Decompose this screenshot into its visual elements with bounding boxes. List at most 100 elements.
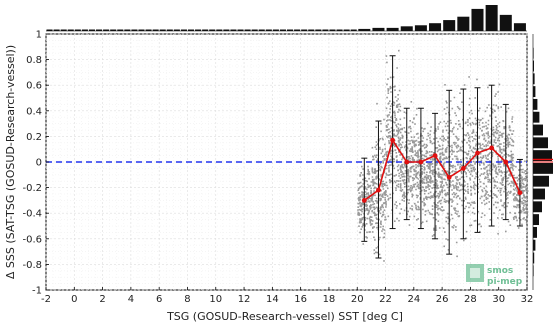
right-hist-bar — [533, 47, 534, 59]
x-tick-label: 14 — [266, 294, 279, 305]
x-tick-label: 4 — [128, 294, 134, 305]
error-bars — [361, 55, 523, 259]
y-tick-label: 0.4 — [26, 106, 42, 117]
mean-point — [460, 166, 466, 171]
top-hist-bar-empty — [53, 29, 60, 31]
mean-point — [475, 150, 480, 156]
top-hist-bar-empty — [74, 29, 81, 31]
top-hist-bar-empty — [350, 29, 357, 31]
top-hist-bar-empty — [336, 29, 343, 31]
top-hist-bar-empty — [117, 29, 124, 31]
x-tick-label: 24 — [407, 294, 420, 305]
mean-line — [363, 138, 521, 202]
smos-pimep-logo: smos pi-mep — [466, 264, 523, 287]
top-hist-bar-empty — [138, 29, 145, 31]
y-tick-label: 0.2 — [26, 132, 42, 143]
top-hist-bar-empty — [131, 29, 138, 31]
right-hist-bar — [533, 60, 534, 72]
top-histogram — [46, 5, 527, 32]
x-tick-label: 16 — [294, 294, 307, 305]
mean-point — [418, 159, 424, 165]
mean-point — [432, 153, 438, 159]
x-tick-label: 28 — [464, 294, 477, 305]
top-hist-bar-empty — [166, 29, 173, 31]
y-tick-label: -0.6 — [22, 234, 42, 245]
mean-point — [404, 159, 410, 165]
top-hist-bar-empty — [329, 29, 336, 31]
x-tick-label: -2 — [41, 294, 51, 305]
logo-line1: smos — [487, 266, 513, 276]
top-hist-bar-empty — [301, 29, 308, 31]
top-hist-bar-empty — [67, 29, 74, 31]
top-hist-bar-empty — [173, 29, 180, 31]
top-hist-bar-empty — [81, 29, 88, 31]
mean-point — [517, 190, 523, 196]
top-hist-bar-empty — [279, 29, 286, 31]
top-hist-bar-empty — [145, 29, 152, 31]
y-axis-label: Δ SSS (SAT-TSG (GOSUD-Research-vessel)) — [4, 45, 17, 279]
y-tick-label: -0.8 — [22, 260, 42, 271]
y-tick-label: -0.2 — [22, 183, 42, 194]
tick-labels: -2 0 2 4 6 8 10 12 14 16 18 20 22 24 26 28 30 32-1-0.8-0.… — [22, 30, 533, 306]
top-hist-bar-empty — [265, 29, 272, 31]
top-hist-bar-empty — [195, 29, 202, 31]
top-hist-bar — [386, 27, 399, 31]
mean-point — [503, 159, 509, 165]
top-hist-bar-empty — [209, 29, 216, 31]
right-hist-bar — [533, 226, 537, 238]
x-tick-label: 12 — [238, 294, 251, 305]
top-hist-bar-empty — [152, 29, 159, 31]
right-hist-bar — [533, 73, 535, 85]
right-hist-bar — [533, 214, 539, 226]
top-hist-bar-empty — [343, 29, 350, 31]
right-histogram — [532, 34, 553, 290]
top-hist-bar — [443, 20, 456, 31]
top-hist-bar-empty — [287, 29, 294, 31]
right-hist-bar — [533, 201, 542, 213]
mean-point — [390, 137, 396, 143]
top-hist-bar-empty — [110, 29, 117, 31]
top-hist-bar — [485, 5, 498, 31]
top-hist-bar-empty — [294, 29, 301, 31]
top-hist-bar-empty — [308, 29, 315, 31]
top-hist-bar-empty — [258, 29, 265, 31]
top-hist-bar-empty — [180, 29, 187, 31]
x-tick-label: 18 — [323, 294, 336, 305]
top-hist-bar — [457, 16, 470, 31]
y-tick-label: 0.8 — [26, 55, 42, 66]
top-hist-bar-empty — [230, 29, 237, 31]
top-hist-bar — [499, 14, 512, 31]
top-hist-bar — [372, 27, 385, 31]
x-tick-label: 32 — [521, 294, 534, 305]
top-hist-bar — [429, 23, 442, 31]
top-hist-bar-empty — [159, 29, 166, 31]
right-hist-bar — [533, 124, 543, 136]
top-hist-bar — [414, 25, 427, 31]
x-tick-label: 30 — [492, 294, 505, 305]
mean-series — [361, 137, 523, 203]
top-hist-bar — [513, 23, 526, 31]
x-tick-label: 26 — [436, 294, 449, 305]
top-hist-bar — [358, 28, 371, 31]
x-tick-label: 20 — [351, 294, 364, 305]
top-hist-bar-empty — [103, 29, 110, 31]
x-tick-label: 6 — [156, 294, 162, 305]
y-tick-label: 0.6 — [26, 81, 42, 92]
top-hist-bar-empty — [223, 29, 230, 31]
right-hist-bar — [533, 175, 549, 187]
x-tick-label: 8 — [184, 294, 190, 305]
x-tick-label: 10 — [209, 294, 222, 305]
right-hist-bar — [533, 98, 538, 110]
x-tick-label: 0 — [71, 294, 77, 305]
right-hist-bar — [533, 137, 548, 149]
x-axis-label: TSG (GOSUD-Research-vessel) SST [deg C] — [166, 310, 403, 323]
logo-mark-inner — [470, 268, 480, 278]
top-hist-bar-empty — [60, 29, 67, 31]
top-hist-bar-empty — [187, 29, 195, 31]
logo-line2: pi-mep — [487, 277, 523, 287]
y-tick-label: 0 — [36, 158, 42, 169]
right-hist-bar — [533, 265, 534, 277]
y-tick-label: -0.4 — [22, 209, 42, 220]
y-tick-label: -1 — [32, 286, 42, 297]
